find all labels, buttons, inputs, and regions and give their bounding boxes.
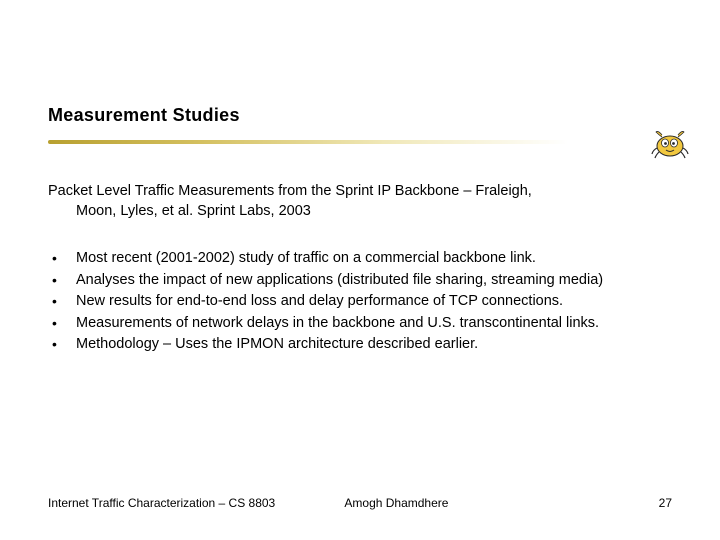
page-number: 27 xyxy=(659,496,672,510)
content-area: Packet Level Traffic Measurements from t… xyxy=(48,182,672,357)
slide: Measurement Studies Packet Level Traffic… xyxy=(0,0,720,540)
bullet-list: Most recent (2001-2002) study of traffic… xyxy=(48,249,672,355)
mascot-icon xyxy=(648,126,692,160)
slide-footer: Internet Traffic Characterization – CS 8… xyxy=(48,496,672,510)
title-area: Measurement Studies xyxy=(48,105,672,126)
heading-line-1: Packet Level Traffic Measurements from t… xyxy=(48,183,532,199)
bullet-item: Most recent (2001-2002) study of traffic… xyxy=(48,249,672,269)
bullet-item: Analyses the impact of new applications … xyxy=(48,271,672,291)
divider-line xyxy=(48,140,660,144)
footer-course: Internet Traffic Characterization – CS 8… xyxy=(48,496,275,510)
content-heading: Packet Level Traffic Measurements from t… xyxy=(48,182,672,221)
bullet-item: Measurements of network delays in the ba… xyxy=(48,314,672,334)
heading-line-2: Moon, Lyles, et al. Sprint Labs, 2003 xyxy=(48,202,672,222)
footer-author: Amogh Dhamdhere xyxy=(344,496,448,510)
slide-title: Measurement Studies xyxy=(48,105,672,126)
title-divider xyxy=(48,134,700,152)
bullet-item: Methodology – Uses the IPMON architectur… xyxy=(48,335,672,355)
bullet-item: New results for end-to-end loss and dela… xyxy=(48,292,672,312)
